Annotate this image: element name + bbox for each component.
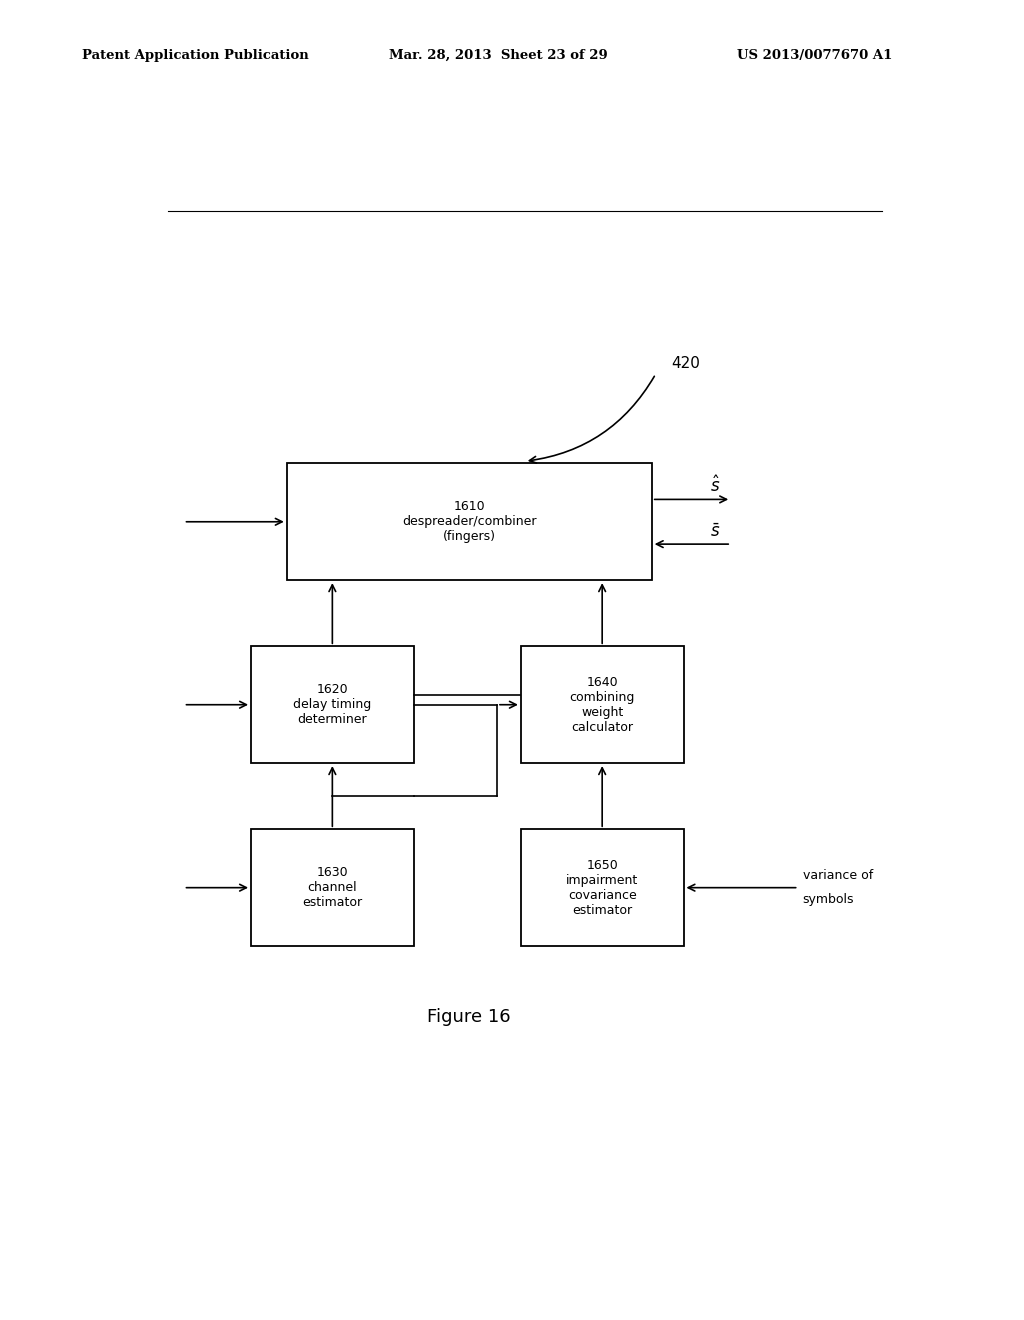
Text: US 2013/0077670 A1: US 2013/0077670 A1 (737, 49, 893, 62)
FancyArrowPatch shape (529, 376, 654, 463)
Text: 420: 420 (672, 356, 700, 371)
Text: $\hat{s}$: $\hat{s}$ (710, 475, 720, 496)
Text: Mar. 28, 2013  Sheet 23 of 29: Mar. 28, 2013 Sheet 23 of 29 (389, 49, 608, 62)
Text: Patent Application Publication: Patent Application Publication (82, 49, 308, 62)
Bar (521, 647, 684, 763)
Text: 1650
impairment
covariance
estimator: 1650 impairment covariance estimator (566, 859, 638, 916)
Text: 1630
channel
estimator: 1630 channel estimator (302, 866, 362, 909)
Text: symbols: symbols (803, 894, 854, 907)
Bar (521, 829, 684, 946)
Text: 1610
despreader/combiner
(fingers): 1610 despreader/combiner (fingers) (402, 500, 537, 544)
Text: $\bar{s}$: $\bar{s}$ (710, 524, 720, 541)
Bar (251, 829, 414, 946)
Text: 1640
combining
weight
calculator: 1640 combining weight calculator (569, 676, 635, 734)
Text: 1620
delay timing
determiner: 1620 delay timing determiner (293, 684, 372, 726)
Text: variance of: variance of (803, 869, 872, 882)
Bar (287, 463, 652, 581)
Bar (251, 647, 414, 763)
Text: Figure 16: Figure 16 (427, 1008, 511, 1026)
